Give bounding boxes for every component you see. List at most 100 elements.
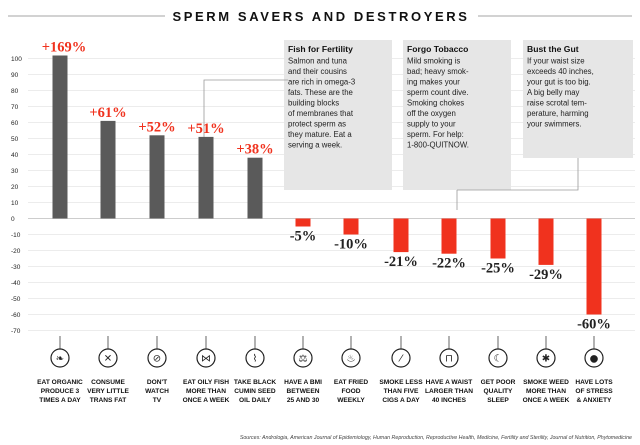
category-label: SMOKE LESS THAN FIVE CIGS A DAY [379,379,423,404]
category-label-line: CONSUME [91,379,125,386]
category-label-line: CIGS A DAY [382,397,420,404]
callout-title: Fish for Fertility [288,44,353,54]
category-label-line: BETWEEN [287,388,320,395]
callout-text-line: are rich in omega-3 [288,78,355,87]
category-label-line: EAT FRIED [334,379,369,386]
fish-icon: ⋈ [196,348,216,368]
icon-circle [536,348,556,368]
callout-box [403,40,511,190]
data-label: -25% [481,261,515,277]
bomb-icon: ● [584,348,604,368]
icon-circle [488,348,508,368]
category-label: GET POOR QUALITY SLEEP [481,379,516,404]
bar [52,55,68,219]
icon-glyph: ⁄ [398,354,404,365]
icon-circle [341,348,361,368]
y-tick-label: -60 [11,312,21,319]
icon-glyph: ⊘ [153,354,161,365]
callout-title: Forgo Tobacco [407,44,468,54]
y-tick-label: 80 [11,88,19,95]
category-label-line: 25 AND 30 [287,397,320,404]
y-tick-label: -70 [11,328,21,335]
category-label: HAVE A WAIST LARGER THAN 40 INCHES [425,379,473,404]
data-labels: +169% +61% +52% +51% +38% -5% -10% -21% -22% -25%… [42,40,611,333]
weed-leaf-icon: ✱ [536,348,556,368]
callout-text-line: serving a week. [288,141,342,150]
callout-text-line: of membranes that [288,109,354,118]
icon-glyph: ⌇ [253,354,258,365]
header: SPERM SAVERS AND DESTROYERS [8,9,632,24]
category-label-line: SMOKE WEED [523,379,569,386]
y-tick-label: 40 [11,152,19,159]
callout-text-line: your swimmers. [527,120,582,129]
icon-glyph: ❧ [56,354,64,365]
callout-text-line: supply to your [407,120,456,129]
y-tick-label: 60 [11,120,19,127]
icon-circle [245,348,265,368]
data-label: +169% [42,40,87,56]
category-label-line: ONCE A WEEK [183,397,230,404]
category-label-line: PRODUCE 3 [41,388,80,395]
scale-icon: ⚖ [293,348,313,368]
category-label-line: OF STRESS [575,388,613,395]
y-tick-label: 0 [11,216,15,223]
trans-fat-icon: ✕ [98,348,118,368]
callout-title: Bust the Gut [527,44,579,54]
callout-box [523,40,633,158]
callout-text-line: building blocks [288,99,339,108]
data-label: +51% [187,121,224,137]
category-label-line: CUMIN SEED [234,388,276,395]
icon-circle [293,348,313,368]
page-title: SPERM SAVERS AND DESTROYERS [172,9,469,24]
no-tv-icon: ⊘ [147,348,167,368]
icon-glyph: ⊓ [445,354,453,365]
callout-text-line: sperm. For help: [407,130,464,139]
category-label-line: EAT OILY FISH [183,379,229,386]
icon-circle [439,348,459,368]
bar [393,218,409,253]
callout-text-line: off the oxygen [407,109,456,118]
category-label-line: MORE THAN [186,388,226,395]
icon-glyph: ⚖ [299,354,308,365]
category-label-line: WEEKLY [337,397,365,404]
category-icons: ❧ ✕ ⊘ ⋈ ⌇ ⚖ ♨ ⁄ ⊓ ☾ ✱ ● [50,336,604,368]
callout-text-line: Smoking chokes [407,99,464,108]
y-tick-label: 100 [11,56,22,63]
data-label: +52% [138,119,175,135]
bar [343,218,359,235]
y-tick-label: 30 [11,168,19,175]
callout-text-line: Salmon and tuna [288,57,348,66]
y-tick-label: -50 [11,296,21,303]
callout-text-line: ing makes your [407,78,460,87]
category-label-line: HAVE A BMI [284,379,322,386]
category-label-line: TAKE BLACK [234,379,277,386]
category-label-line: 40 INCHES [432,397,467,404]
icon-circle [584,348,604,368]
category-label-line: VERY LITTLE [87,388,129,395]
callout-text-line: fats. These are the [288,88,353,97]
icon-glyph: ✱ [542,354,550,365]
category-label-line: HAVE A WAIST [426,379,473,386]
data-label: +61% [89,105,126,121]
cigarette-icon: ⁄ [391,348,411,368]
callout-text-line: they mature. Eat a [288,130,352,139]
category-label-line: SLEEP [487,397,509,404]
bar [198,136,214,219]
icon-glyph: ♨ [347,354,356,365]
category-label: EAT OILY FISH MORE THAN ONCE A WEEK [183,379,230,404]
bar [149,135,165,219]
bar [100,120,116,219]
icon-circle [147,348,167,368]
bar [490,218,506,259]
waist-icon: ⊓ [439,348,459,368]
category-labels: EAT ORGANIC PRODUCE 3 TIMES A DAY CONSUME VE… [37,379,613,404]
category-label-line: LARGER THAN [425,388,473,395]
category-label: HAVE LOTS OF STRESS & ANXIETY [575,379,613,404]
y-tick-label: 50 [11,136,19,143]
sleep-icon: ☾ [488,348,508,368]
category-label-line: SMOKE LESS [379,379,423,386]
category-label: SMOKE WEED MORE THAN ONCE A WEEK [523,379,570,404]
